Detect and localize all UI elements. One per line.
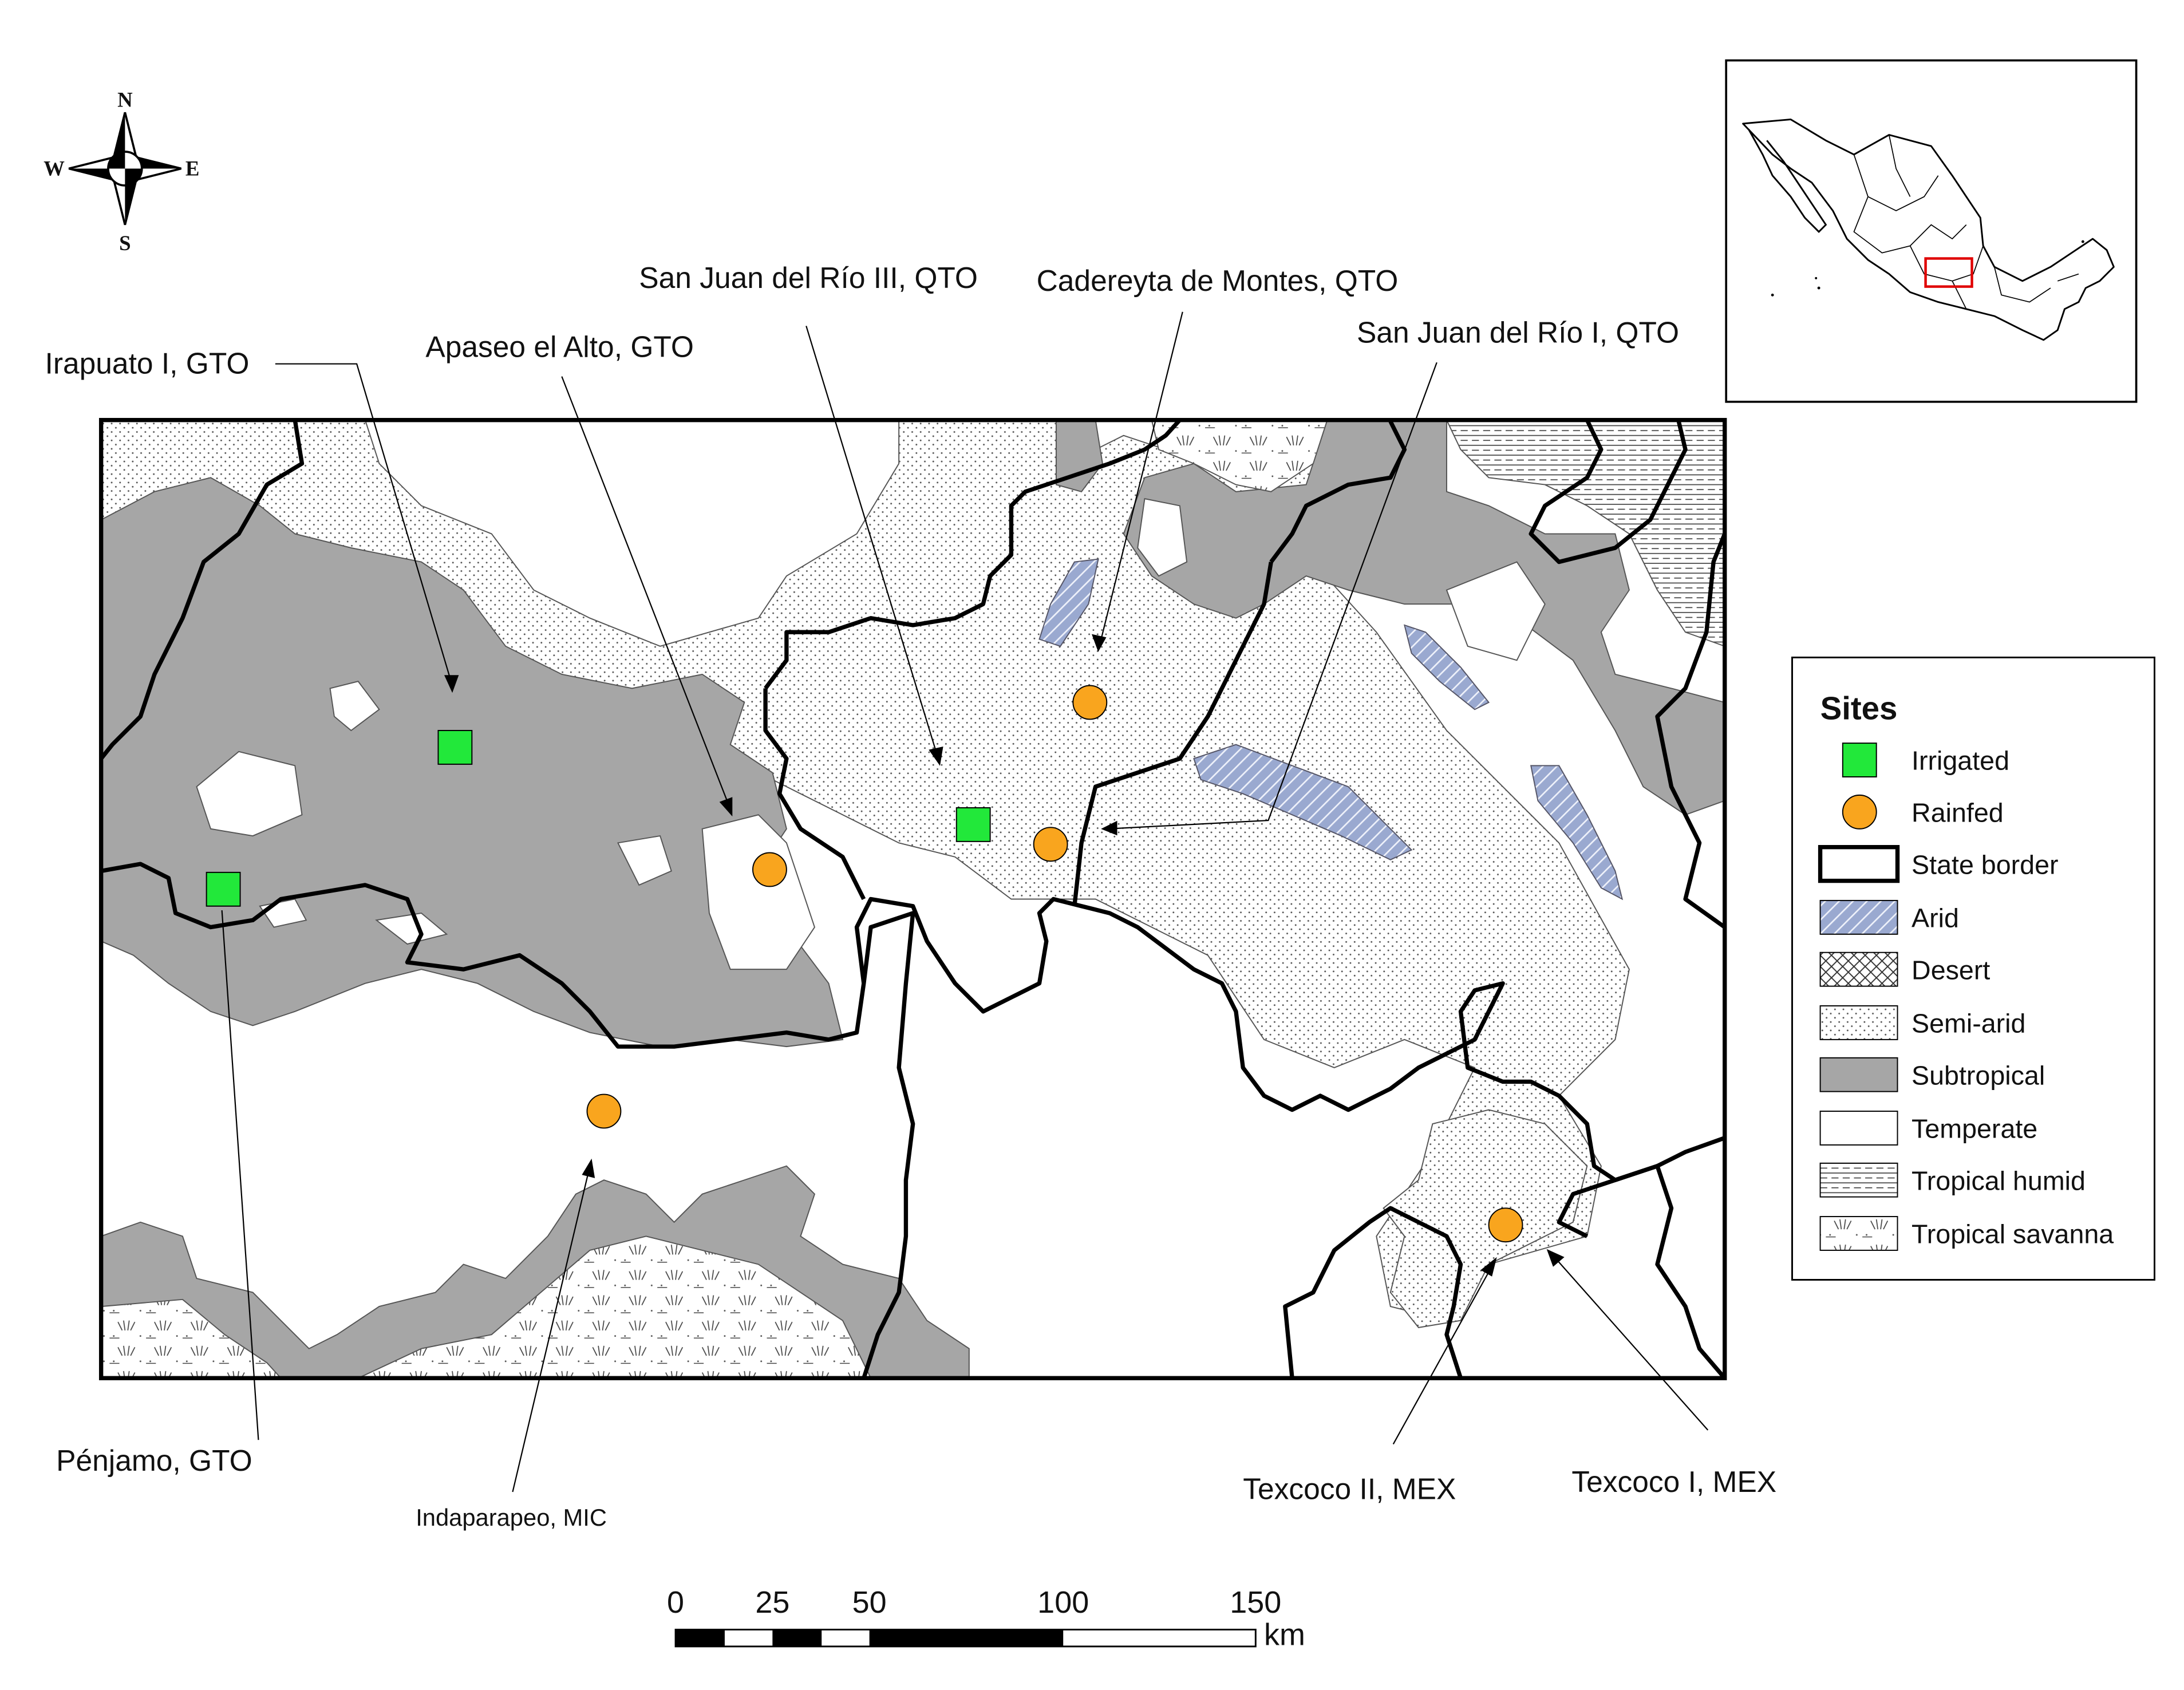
temperate-island bbox=[617, 835, 672, 886]
legend-label: Semi-arid bbox=[1912, 1009, 2025, 1039]
arid-zone bbox=[1193, 744, 1413, 860]
tropical-savanna-zone-south bbox=[101, 1298, 282, 1379]
compass-west: W bbox=[44, 157, 65, 180]
temperate-island bbox=[1446, 561, 1546, 661]
legend-label: Arid bbox=[1912, 903, 1959, 933]
temperate-gap bbox=[364, 420, 900, 647]
legend-swatch-irrigated bbox=[1842, 743, 1877, 777]
arid-zone bbox=[1530, 765, 1624, 901]
site-labels: Irapuato I, GTO Apaseo el Alto, GTO San … bbox=[45, 261, 1777, 1531]
scale-tick-label: 50 bbox=[852, 1585, 887, 1620]
legend-swatch-tropical-savanna bbox=[1819, 1216, 1898, 1251]
scale-bar: 0 25 50 100 150 km bbox=[667, 1585, 1305, 1652]
study-area-locator-marker bbox=[1924, 257, 1973, 288]
legend-label: Irrigated bbox=[1912, 746, 2009, 776]
label-san-juan-3: San Juan del Río III, QTO bbox=[639, 261, 978, 294]
label-irapuato-1: Irapuato I, GTO bbox=[45, 347, 250, 380]
compass-rose: N S E W bbox=[44, 88, 199, 254]
legend-label: Subtropical bbox=[1912, 1060, 2045, 1090]
legend-label: Tropical humid bbox=[1912, 1166, 2086, 1195]
site-markers bbox=[206, 685, 1523, 1243]
rainfed-site-marker bbox=[1488, 1207, 1523, 1243]
legend-swatch-semi-arid bbox=[1819, 1005, 1898, 1040]
irrigated-site-marker bbox=[437, 730, 473, 765]
legend-swatch-subtropical bbox=[1819, 1057, 1898, 1092]
arid-zone bbox=[1038, 558, 1099, 647]
compass-south: S bbox=[119, 231, 131, 255]
leader-lines bbox=[221, 311, 1709, 1492]
irrigated-site-marker bbox=[206, 871, 241, 907]
scale-tick-label: 0 bbox=[667, 1585, 684, 1620]
temperate-island bbox=[375, 912, 448, 945]
tropical-humid-zone bbox=[1446, 420, 1725, 647]
temperate-island bbox=[329, 681, 380, 732]
label-san-juan-1: San Juan del Río I, QTO bbox=[1357, 316, 1679, 349]
legend-swatch-rainfed bbox=[1842, 794, 1877, 830]
legend-title: Sites bbox=[1820, 690, 1898, 726]
legend-swatch-state-border bbox=[1818, 845, 1900, 883]
rainfed-site-marker bbox=[752, 852, 787, 887]
baja-peninsula bbox=[1748, 129, 1827, 233]
tropical-savanna-zone-south bbox=[358, 1235, 872, 1379]
legend: Sites Irrigated Rainfed State border Ari… bbox=[1791, 656, 2155, 1281]
arid-zone bbox=[1403, 624, 1490, 710]
label-indaparapeo: Indaparapeo, MIC bbox=[416, 1504, 607, 1531]
tropical-savanna-zone-north bbox=[1151, 420, 1328, 492]
scale-unit: km bbox=[1264, 1617, 1305, 1652]
inset-locator-map bbox=[1725, 59, 2138, 403]
mexico-state-lines bbox=[1853, 135, 2079, 310]
temperate-island bbox=[1137, 497, 1188, 577]
map-frame bbox=[98, 418, 1727, 1380]
scale-tick-label: 100 bbox=[1037, 1585, 1089, 1620]
label-penjamo: Pénjamo, GTO bbox=[56, 1444, 252, 1477]
subtropical-zone-north bbox=[1055, 420, 1103, 492]
temperate-island bbox=[701, 814, 816, 970]
legend-swatch-temperate bbox=[1819, 1111, 1898, 1146]
temperate-island bbox=[196, 751, 303, 837]
scale-tick-label: 150 bbox=[1230, 1585, 1281, 1620]
scale-tick-label: 25 bbox=[755, 1585, 789, 1620]
irrigated-site-marker bbox=[955, 807, 991, 842]
compass-east: E bbox=[185, 157, 200, 180]
legend-label: State border bbox=[1912, 850, 2058, 879]
rainfed-site-marker bbox=[1033, 827, 1068, 862]
rainfed-site-marker bbox=[586, 1093, 622, 1129]
legend-label: Rainfed bbox=[1912, 798, 2004, 828]
mexico-outline bbox=[1742, 119, 2115, 341]
label-cadereyta: Cadereyta de Montes, QTO bbox=[1037, 264, 1399, 297]
legend-label: Temperate bbox=[1912, 1114, 2037, 1144]
legend-swatch-tropical-humid bbox=[1819, 1162, 1898, 1198]
legend-swatch-arid bbox=[1819, 899, 1898, 935]
climate-zone-map bbox=[101, 420, 1725, 1379]
label-texcoco-2: Texcoco II, MEX bbox=[1243, 1472, 1456, 1505]
compass-north: N bbox=[117, 88, 133, 111]
rainfed-site-marker bbox=[1072, 685, 1108, 720]
label-texcoco-1: Texcoco I, MEX bbox=[1571, 1465, 1776, 1498]
legend-label: Desert bbox=[1912, 955, 1990, 985]
label-apaseo-el-alto: Apaseo el Alto, GTO bbox=[425, 330, 694, 363]
legend-swatch-desert bbox=[1819, 951, 1898, 987]
legend-label: Tropical savanna bbox=[1912, 1219, 2114, 1249]
